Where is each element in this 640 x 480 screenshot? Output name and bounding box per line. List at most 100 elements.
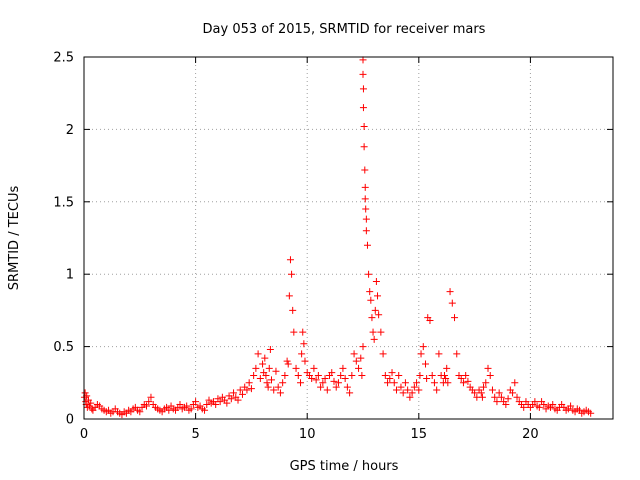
data-point <box>216 398 224 406</box>
data-point <box>361 183 369 191</box>
data-point <box>192 398 200 406</box>
data-point <box>223 399 231 407</box>
data-point <box>317 383 325 391</box>
data-point <box>301 357 309 365</box>
data-point <box>279 379 287 387</box>
data-point <box>369 328 377 336</box>
data-point <box>360 123 368 131</box>
data-point <box>423 374 431 382</box>
data-point <box>332 383 340 391</box>
data-point <box>511 379 519 387</box>
data-point <box>359 104 367 112</box>
data-point <box>227 395 235 403</box>
data-points <box>80 56 595 419</box>
data-point <box>482 379 490 387</box>
data-point <box>274 383 282 391</box>
data-point <box>314 372 322 380</box>
data-point <box>236 386 244 394</box>
data-point <box>502 401 510 409</box>
data-point <box>328 369 336 377</box>
data-point <box>440 372 448 380</box>
data-point <box>375 311 383 319</box>
data-point <box>289 306 297 314</box>
data-point <box>321 374 329 382</box>
x-axis-label: GPS time / hours <box>290 459 399 474</box>
data-point <box>288 270 296 278</box>
data-point <box>365 270 373 278</box>
data-point <box>346 389 354 397</box>
data-point <box>540 401 548 409</box>
data-point <box>486 372 494 380</box>
x-tick-label: 10 <box>299 427 316 442</box>
data-point <box>531 398 539 406</box>
data-point <box>142 402 150 410</box>
data-point <box>504 395 512 403</box>
data-point <box>430 379 438 387</box>
data-point <box>401 379 409 387</box>
data-point <box>176 401 184 409</box>
plot-frame <box>83 56 614 420</box>
data-point <box>480 383 488 391</box>
data-point <box>362 227 370 235</box>
data-point <box>406 393 414 401</box>
data-point <box>312 376 320 384</box>
data-point <box>265 364 273 372</box>
data-point <box>377 328 385 336</box>
data-point <box>451 314 459 322</box>
data-point <box>417 350 425 358</box>
data-point <box>343 383 351 391</box>
data-point <box>264 383 272 391</box>
data-point <box>497 393 505 401</box>
data-point <box>352 357 360 365</box>
data-point <box>535 403 543 411</box>
data-point <box>478 393 486 401</box>
data-point <box>245 379 253 387</box>
data-point <box>281 372 289 380</box>
data-point <box>276 389 284 397</box>
data-point <box>363 241 371 249</box>
data-point <box>444 379 452 387</box>
data-point <box>587 409 595 417</box>
chart-title: Day 053 of 2015, SRMTID for receiver mar… <box>203 22 486 37</box>
y-axis-label: SRMTID / TECUs <box>7 186 22 291</box>
data-point <box>484 364 492 372</box>
data-point <box>330 377 338 385</box>
data-point <box>252 364 260 372</box>
data-point <box>361 166 369 174</box>
data-point <box>292 364 300 372</box>
data-point <box>362 215 370 223</box>
data-point <box>453 350 461 358</box>
data-point <box>488 386 496 394</box>
data-point <box>491 393 499 401</box>
data-point <box>392 386 400 394</box>
data-point <box>234 396 242 404</box>
x-tick-label: 15 <box>411 427 428 442</box>
data-point <box>390 379 398 387</box>
data-point <box>495 389 503 397</box>
grid-lines <box>84 57 613 419</box>
data-point <box>272 367 280 375</box>
data-point <box>250 372 258 380</box>
data-point <box>442 374 450 382</box>
data-point <box>359 70 367 78</box>
data-point <box>381 372 389 380</box>
data-point <box>367 296 375 304</box>
data-point <box>355 364 363 372</box>
data-point <box>300 340 308 348</box>
data-point <box>428 372 436 380</box>
data-point <box>299 328 307 336</box>
data-point <box>464 377 472 385</box>
data-point <box>350 350 358 358</box>
data-point <box>261 354 269 362</box>
data-point <box>359 56 367 64</box>
data-point <box>379 350 387 358</box>
data-point <box>493 398 501 406</box>
data-point <box>298 350 306 358</box>
data-point <box>254 350 262 358</box>
data-point <box>348 372 356 380</box>
data-point <box>334 379 342 387</box>
data-point <box>520 403 528 411</box>
data-point <box>359 85 367 93</box>
data-point <box>359 343 367 351</box>
data-point <box>399 389 407 397</box>
